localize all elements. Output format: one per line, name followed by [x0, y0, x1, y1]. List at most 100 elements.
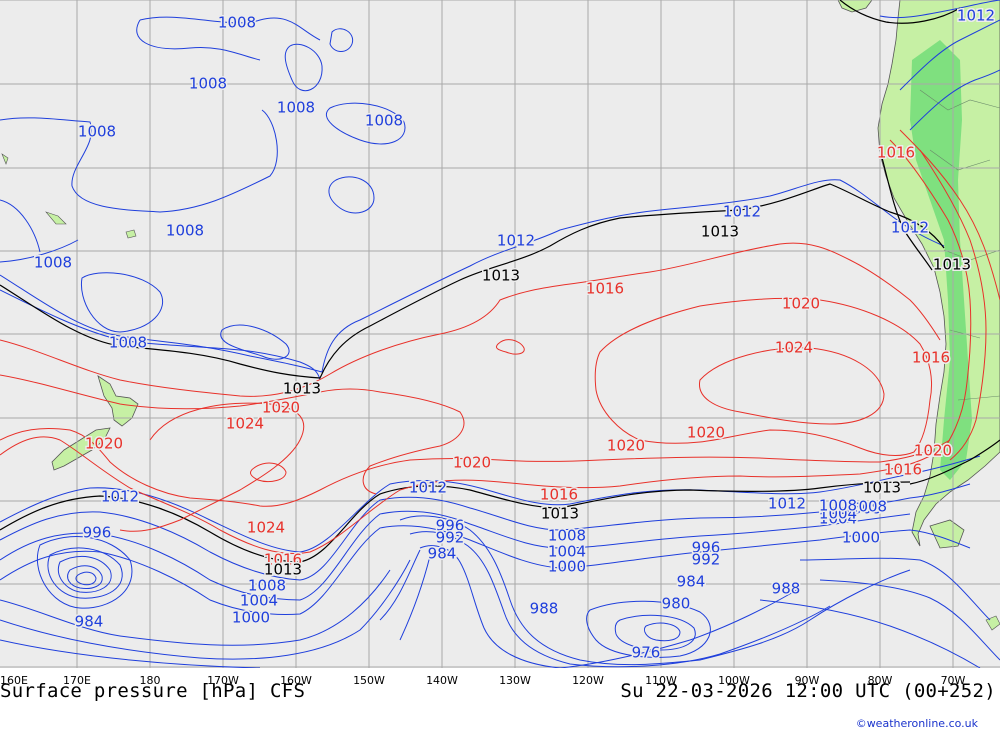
- isobar-label: 1020: [607, 437, 645, 455]
- isobar-label: 1008: [819, 497, 857, 515]
- isobar-label: 1013: [482, 267, 520, 285]
- isobar-1024-loop: [699, 347, 885, 425]
- isobar-996: [36, 536, 133, 609]
- isobar-label: 1012: [723, 203, 761, 221]
- isobar-label: 1016: [586, 280, 624, 298]
- land-central-america: [837, 0, 873, 13]
- isobar-label: 1000: [842, 529, 880, 547]
- isobar-label: 1004: [548, 543, 586, 561]
- isobar-label: 988: [772, 580, 801, 598]
- isobar-label: 1008: [189, 75, 227, 93]
- isobar-label: 996: [436, 517, 465, 535]
- isobar-label: 1013: [264, 561, 302, 579]
- land-tierra-del-fuego: [929, 519, 965, 549]
- longitude-label: 160W: [280, 674, 312, 687]
- isobar-label: 996: [83, 524, 112, 542]
- isobar-984-center: [419, 545, 801, 668]
- isobar-1012-upper: [0, 179, 945, 373]
- isobar-980-loop: [586, 600, 711, 658]
- land-andes: [910, 40, 972, 480]
- longitude-label: 140W: [426, 674, 458, 687]
- longitude-label: 80W: [867, 674, 893, 687]
- isobar-label: 1016: [912, 349, 950, 367]
- isobar-1020-upper: [0, 374, 465, 495]
- isobar-label: 1020: [262, 399, 300, 417]
- credit-link[interactable]: ©weatheronline.co.uk: [855, 717, 978, 730]
- isobar-972-loop: [643, 622, 681, 642]
- isobar-label: 1008: [78, 123, 116, 141]
- isobar-label: 1020: [687, 424, 725, 442]
- longitude-label: 90W: [794, 674, 820, 687]
- isobar-label: 1000: [842, 529, 880, 547]
- isobar-label: 1008: [849, 498, 887, 516]
- isobar-1008-south: [0, 483, 971, 581]
- isobar-label: 1012: [957, 7, 995, 25]
- isobar-label: 1016: [540, 486, 578, 504]
- contour-labels: 1008100810081008100810081008100810121012…: [32, 5, 996, 663]
- isobar-label: 1008: [166, 222, 204, 240]
- isobar-1016-loop: [495, 339, 525, 355]
- longitude-label: 110W: [645, 674, 677, 687]
- isobar-label: 988: [530, 600, 559, 618]
- isobar-label: 1008: [843, 500, 881, 518]
- isobar-label: 1004: [819, 505, 857, 523]
- isobar-1016-high: [899, 129, 1000, 301]
- isobar-label: 1013: [701, 223, 739, 241]
- isobar-label: 1016: [884, 461, 922, 479]
- isobar-label: 1020: [914, 442, 952, 460]
- isobar-1008-loop: [80, 272, 163, 333]
- land-vanuatu: [1, 153, 9, 165]
- isobar-label: 1012: [768, 495, 806, 513]
- isobar-label: 1013: [933, 256, 971, 274]
- isobar-label: 1012: [409, 479, 447, 497]
- isobar-992-center: [409, 531, 831, 668]
- isobar-andes-blue: [899, 19, 1000, 131]
- isobar-label: 1020: [85, 435, 123, 453]
- isobar-1020-lower: [0, 427, 951, 507]
- isobar-label: 1000: [232, 609, 270, 627]
- isobar-1013-lower: [0, 481, 911, 563]
- isobar-996-center: [399, 515, 911, 666]
- longitude-label: 160E: [0, 674, 28, 687]
- isobar-1008-north: [136, 16, 321, 61]
- isobar-label: 1013: [541, 505, 579, 523]
- isobar-label: 976: [632, 644, 661, 662]
- map-footer: [0, 668, 1000, 733]
- isobar-label: 984: [428, 545, 457, 563]
- isobar-1020-mid: [594, 297, 933, 456]
- isobar-label: 1008: [34, 254, 72, 272]
- isobar-label: 1013: [863, 479, 901, 497]
- isobar-1013-north: [839, 0, 961, 24]
- isobar-label: 1008: [248, 577, 286, 595]
- isobar-1008-loop: [284, 43, 323, 92]
- isobar-1013-upper: [0, 183, 945, 379]
- pressure-map: 1008100810081008100810081008100810121012…: [0, 0, 1000, 668]
- isobar-1008-loop: [329, 28, 354, 52]
- isobar-south-stack: [0, 549, 431, 668]
- isobar-1008-loop: [326, 102, 406, 145]
- isobar-label: 1008: [109, 334, 147, 352]
- isobar-label: 980: [662, 595, 691, 613]
- isobar-1016-upper: [0, 242, 941, 397]
- isobar-label: 984: [677, 573, 706, 591]
- longitude-label: 180: [139, 674, 161, 687]
- map-title: Surface pressure [hPa] CFS: [0, 680, 306, 702]
- isobar-label: 1008: [365, 112, 403, 130]
- longitude-label: 170E: [63, 674, 91, 687]
- isobar-label: 1008: [218, 14, 256, 32]
- isobar-label: 992: [436, 529, 465, 547]
- isobar-992: [47, 547, 123, 599]
- isobar-label: 992: [692, 551, 721, 569]
- isobar-label: 1012: [891, 219, 929, 237]
- isobar-label: 1008: [277, 99, 315, 117]
- isobar-label: 1024: [226, 415, 264, 433]
- isobar-label: 1004: [819, 510, 857, 528]
- isobar-label: 1016: [264, 551, 302, 569]
- isobar-1016-lower: [0, 436, 931, 555]
- longitude-label: 170W: [207, 674, 239, 687]
- isobar-980: [75, 571, 97, 586]
- longitude-label: 150W: [353, 674, 385, 687]
- isobar-1020-east: [919, 149, 987, 461]
- isobar-1008-midwest: [0, 289, 321, 381]
- isobar-1024-lower: [119, 402, 305, 532]
